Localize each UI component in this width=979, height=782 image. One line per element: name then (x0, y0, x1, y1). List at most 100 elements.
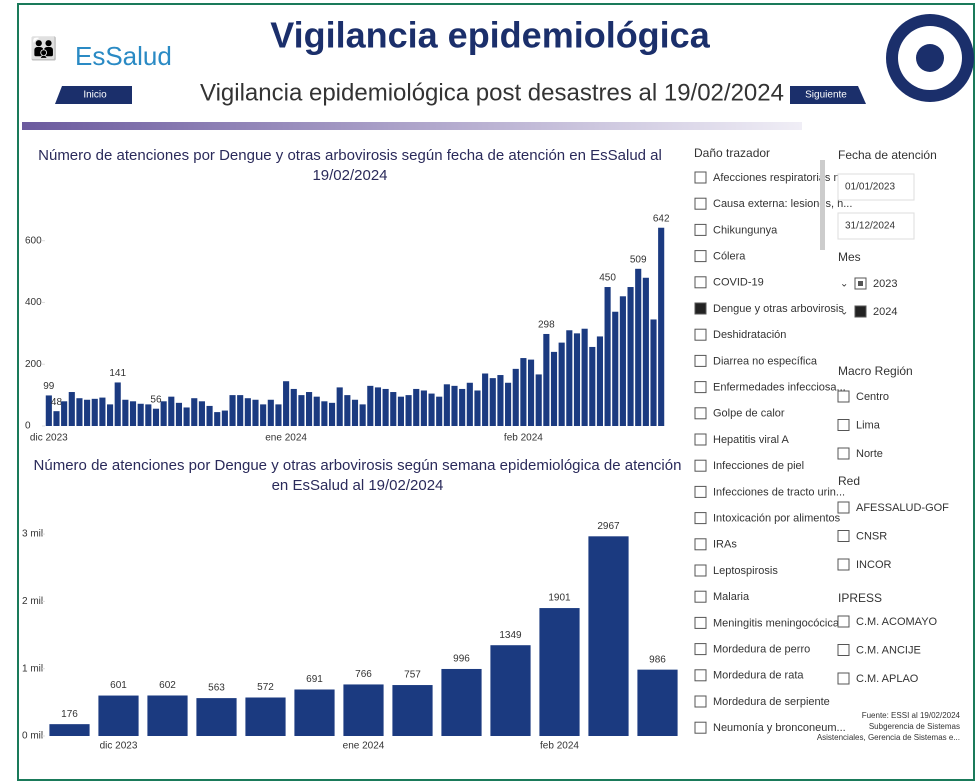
bar (489, 378, 496, 426)
subtitle: Vigilancia epidemiológica post desastres… (200, 79, 784, 106)
checkbox-label[interactable]: Lima (856, 419, 881, 431)
data-label: 572 (257, 682, 274, 693)
bar (351, 399, 359, 426)
checkbox[interactable] (694, 276, 707, 289)
checkbox[interactable] (694, 223, 707, 236)
checkbox-label[interactable]: 2024 (873, 306, 897, 318)
checkbox[interactable] (694, 459, 707, 472)
checkbox-label[interactable]: Mordedura de perro (713, 644, 810, 656)
bar (420, 390, 427, 426)
checkbox[interactable] (837, 419, 850, 431)
checkbox[interactable] (694, 695, 707, 708)
bar (627, 287, 634, 426)
checkbox[interactable] (837, 501, 850, 514)
checkbox-label[interactable]: Dengue y otras arbovirosis (713, 303, 844, 315)
checkbox[interactable] (694, 512, 707, 525)
checkbox-label[interactable]: Centro (856, 391, 889, 403)
checkbox[interactable] (694, 590, 707, 603)
y-tick-label: 600 (25, 235, 42, 246)
bar (183, 407, 190, 426)
checkbox-label[interactable]: Infecciones de piel (713, 460, 804, 472)
y-tick-label: 3 mil (22, 529, 43, 540)
bar (619, 296, 626, 426)
checkbox[interactable] (694, 721, 707, 734)
checkbox[interactable] (837, 530, 850, 542)
footer-text: Fuente: ESSI al 19/02/2024 (862, 711, 961, 720)
button-label[interactable]: Inicio (83, 90, 107, 101)
checkbox[interactable] (694, 197, 707, 210)
bar (129, 401, 137, 426)
checkbox-label[interactable]: Enfermedades infecciosa... (713, 382, 846, 394)
bar (306, 392, 313, 426)
checkbox[interactable] (694, 643, 707, 656)
checkbox-label[interactable]: Hepatitis viral A (713, 434, 789, 446)
checkbox-label[interactable]: Causa externa: lesiones, h... (713, 198, 852, 210)
checkbox-label[interactable]: Intoxicación por alimentos (713, 513, 841, 525)
checkbox[interactable] (837, 672, 850, 685)
checkbox[interactable] (694, 302, 707, 315)
data-label: 563 (208, 683, 225, 694)
checkbox-label[interactable]: Infecciones de tracto urin... (713, 486, 845, 498)
checkbox[interactable] (694, 669, 707, 682)
checkbox[interactable] (694, 485, 707, 498)
checkbox-label[interactable]: Golpe de calor (713, 408, 785, 420)
date-input[interactable] (837, 173, 915, 201)
checkbox[interactable] (837, 615, 850, 628)
data-label: 996 (453, 654, 470, 665)
checkbox[interactable] (694, 250, 707, 263)
button-label[interactable]: Siguiente (805, 90, 847, 101)
checkbox[interactable] (694, 381, 707, 394)
checkbox[interactable] (694, 171, 707, 184)
checkbox-label[interactable]: Cólera (713, 251, 746, 263)
checkbox[interactable] (694, 407, 707, 420)
title: Vigilancia epidemiológica (270, 15, 710, 56)
checkbox-label[interactable]: Neumonía y bronconeum... (713, 722, 846, 734)
checkbox-label[interactable]: CNSR (856, 530, 887, 542)
checkbox[interactable] (694, 616, 707, 629)
bar (505, 382, 512, 426)
checkbox-label[interactable]: Diarrea no específica (713, 355, 818, 367)
button[interactable] (790, 86, 866, 104)
checkbox[interactable] (694, 354, 707, 367)
checkbox-label[interactable]: Chikungunya (713, 224, 778, 236)
checkbox[interactable] (837, 447, 850, 460)
checkbox-label[interactable]: Mordedura de rata (713, 670, 804, 682)
checkbox-label[interactable]: Malaria (713, 591, 750, 603)
checkbox[interactable] (694, 538, 707, 551)
checkbox-label[interactable]: Mordedura de serpiente (713, 696, 830, 708)
x-tick-label: ene 2024 (265, 433, 307, 444)
checkbox-label[interactable]: AFESSALUD-GOF (856, 502, 949, 514)
checkbox-label[interactable]: C.M. ACOMAYO (856, 616, 938, 628)
checkbox-label[interactable]: IRAs (713, 539, 737, 551)
checkbox-label[interactable]: C.M. ANCIJE (856, 644, 921, 656)
checkbox-label[interactable]: COVID-19 (713, 277, 764, 289)
checkbox[interactable] (837, 390, 850, 403)
checkbox[interactable] (694, 328, 707, 341)
button[interactable] (55, 86, 132, 104)
bar (635, 268, 642, 426)
bar (244, 398, 251, 426)
checkbox[interactable] (837, 644, 850, 656)
checkbox-label[interactable]: Deshidratación (713, 329, 786, 341)
bar (328, 402, 336, 426)
checkbox-label[interactable]: Afecciones respiratorias n... (713, 172, 849, 184)
checkbox-label[interactable]: C.M. APLAO (856, 673, 919, 685)
bar (490, 645, 531, 736)
checkbox[interactable] (694, 564, 707, 577)
checkbox-label[interactable]: INCOR (856, 559, 892, 571)
checkbox[interactable] (694, 433, 707, 446)
checkbox[interactable] (837, 558, 850, 571)
checkbox-label[interactable]: 2023 (873, 278, 897, 290)
checkbox-label[interactable]: Meningitis meningocócica (713, 617, 840, 629)
bar (658, 227, 665, 426)
data-label: 509 (630, 254, 647, 265)
checkbox-label[interactable]: Leptospirosis (713, 565, 778, 577)
bar (527, 359, 535, 426)
date-input[interactable] (837, 212, 915, 240)
bar (520, 358, 527, 426)
bar (84, 399, 91, 426)
checkbox[interactable] (854, 305, 867, 318)
checkbox-label[interactable]: Norte (856, 448, 883, 460)
bar (451, 385, 458, 426)
